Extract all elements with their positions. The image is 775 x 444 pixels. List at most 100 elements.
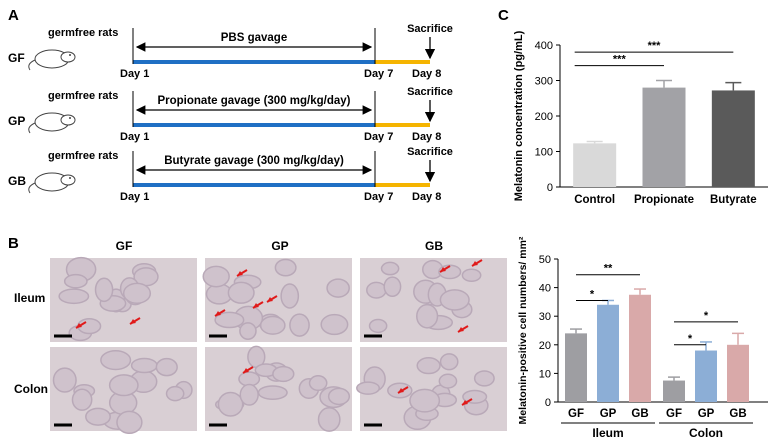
x-tick-label: Propionate: [634, 194, 694, 206]
histology-grid: GF GP GB Ileum Colon: [14, 239, 507, 435]
panel-a-label: A: [8, 7, 19, 24]
y-tick-label: 0: [545, 397, 551, 409]
y-tick-label: 300: [535, 76, 553, 88]
red-arrowhead: [237, 271, 243, 276]
start-day-label: Day 1: [120, 131, 149, 143]
mid-day-label: Day 7: [364, 131, 393, 143]
crypt: [308, 375, 328, 392]
crypt: [416, 303, 439, 329]
y-tick-label: 30: [539, 311, 551, 323]
mid-day-label: Day 7: [364, 68, 393, 80]
crypt: [320, 313, 349, 336]
crypt: [409, 388, 441, 413]
crypt: [217, 391, 244, 417]
timeline-row-gb: germfree rats GB Butyrate gavage (300 mg…: [8, 146, 453, 203]
crypt: [439, 353, 459, 371]
red-arrowhead: [130, 319, 136, 324]
crypt: [239, 322, 257, 340]
red-arrowhead: [267, 297, 273, 302]
crypt: [227, 281, 255, 304]
row-label-colon: Colon: [14, 382, 48, 396]
bar-colon-gb: [727, 344, 749, 402]
group-label: Colon: [689, 426, 723, 440]
panel-c-label: C: [498, 7, 509, 24]
crypt: [94, 277, 114, 303]
micrograph-ileum-gb: [360, 258, 507, 342]
x-tick-label: GP: [600, 408, 617, 420]
crypt: [272, 365, 295, 383]
melatonin-positive-cells-chart: 0 10 20 30 40 50 Melatonin-positive cell numbe…: [517, 236, 768, 440]
bar-ileum-gb: [629, 294, 651, 402]
start-day-label: Day 1: [120, 191, 149, 203]
bar-ileum-gf: [565, 333, 587, 402]
rat-icon: [28, 112, 76, 134]
subject-label: germfree rats: [48, 27, 118, 39]
crypt: [165, 385, 185, 402]
red-arrowhead: [243, 368, 249, 373]
crypt: [63, 273, 88, 289]
crypt: [214, 311, 245, 329]
red-arrowhead: [458, 327, 464, 332]
crypt: [100, 350, 132, 371]
red-arrowhead: [440, 267, 446, 272]
column-label-gb: GB: [425, 239, 443, 253]
subject-label: germfree rats: [48, 150, 118, 162]
group-label: GB: [8, 174, 26, 188]
micrograph-colon-gb: [356, 347, 507, 431]
x-tick-label: Butyrate: [710, 194, 757, 206]
crypt: [280, 283, 300, 309]
end-day-label: Day 8: [412, 191, 441, 203]
crypt: [155, 357, 178, 377]
crypt: [366, 281, 387, 299]
crypt: [202, 265, 230, 288]
x-tick-label: GF: [568, 408, 584, 420]
bar-control: [573, 143, 617, 187]
melatonin-concentration-chart: 0 100 200 300 400 Melatonin concentration (pg…: [513, 30, 768, 206]
y-axis-label: Melatonin concentration (pg/mL): [513, 30, 525, 201]
bar-ileum-gp: [597, 304, 619, 402]
x-tick-label: GF: [666, 408, 682, 420]
crypt: [239, 383, 259, 406]
crypt: [383, 276, 402, 298]
crypt: [327, 387, 351, 406]
crypt: [317, 407, 341, 432]
start-day-label: Day 1: [120, 68, 149, 80]
group-label: Ileum: [592, 426, 623, 440]
column-label-gp: GP: [271, 239, 288, 253]
x-tick-label: GB: [729, 408, 746, 420]
event-label: Sacrifice: [407, 86, 453, 98]
significance-label: *: [590, 288, 595, 300]
treatment-label: PBS gavage: [221, 32, 287, 44]
mid-day-label: Day 7: [364, 191, 393, 203]
rat-icon: [28, 49, 76, 71]
crypt: [122, 282, 152, 304]
crypt: [58, 288, 90, 305]
crypt: [356, 381, 380, 395]
treatment-label: Propionate gavage (300 mg/kg/day): [157, 95, 350, 107]
y-tick-label: 40: [539, 283, 551, 295]
crypt: [71, 388, 93, 411]
event-label: Sacrifice: [407, 23, 453, 35]
crypt: [52, 367, 77, 393]
timeline-row-gp: germfree rats GP Propionate gavage (300 …: [8, 86, 453, 143]
crypt: [438, 373, 458, 389]
group-label: GP: [8, 114, 25, 128]
y-tick-label: 400: [535, 40, 553, 52]
crypt: [368, 318, 388, 334]
red-arrowhead: [472, 261, 478, 266]
crypt: [326, 278, 350, 298]
significance-label: ***: [648, 40, 662, 52]
crypt: [289, 313, 310, 337]
y-tick-label: 100: [535, 147, 553, 159]
event-label: Sacrifice: [407, 146, 453, 158]
significance-label: *: [704, 310, 709, 322]
significance-label: ***: [613, 54, 627, 66]
rat-icon: [28, 172, 76, 194]
y-tick-label: 200: [535, 111, 553, 123]
y-tick-label: 0: [547, 182, 553, 194]
significance-label: *: [688, 333, 693, 345]
bar-colon-gp: [695, 350, 717, 402]
micrograph-ileum-gp: [202, 258, 352, 342]
crypt: [416, 357, 441, 375]
crypt: [473, 370, 495, 387]
